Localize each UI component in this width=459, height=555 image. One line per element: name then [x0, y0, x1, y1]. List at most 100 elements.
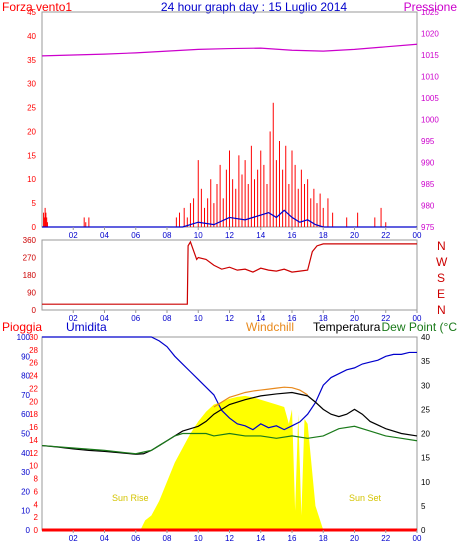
- x-tick-label: 04: [100, 314, 109, 323]
- x-tick-label: 00: [413, 314, 422, 323]
- left-tick-label: 70: [21, 391, 30, 400]
- left-tick-label: 45: [27, 8, 36, 17]
- x-tick-label: 16: [288, 314, 297, 323]
- x-tick-label: 14: [256, 534, 265, 543]
- right-tick-label: 1000: [421, 116, 439, 125]
- x-tick-label: 08: [163, 534, 172, 543]
- compass-label-n-top: N: [437, 239, 446, 253]
- left-tick-label: 100: [17, 333, 31, 342]
- x-tick-label: 16: [288, 231, 297, 240]
- direction-line: [42, 240, 417, 305]
- compass-label-e: E: [437, 287, 445, 301]
- x-tick-label: 00: [413, 534, 422, 543]
- windchill-legend: Windchill: [246, 320, 294, 334]
- left-tick-label: 0: [32, 223, 37, 232]
- x-tick-label: 06: [131, 314, 140, 323]
- solar-area-group: [140, 395, 324, 530]
- dew-point-c-line: [41, 425, 418, 455]
- x-tick-label: 02: [69, 314, 78, 323]
- left-tick-label: 180: [23, 271, 37, 280]
- rain-tick-label: 8: [34, 475, 39, 484]
- sunset-label: Sun Set: [349, 493, 382, 503]
- rain-axis-title: Pioggia: [2, 320, 42, 334]
- left-tick-label: 50: [21, 430, 30, 439]
- x-tick-label: 08: [163, 314, 172, 323]
- x-tick-label: 22: [381, 231, 390, 240]
- right-tick-label: 40: [421, 333, 430, 342]
- left-tick-label: 20: [27, 127, 36, 136]
- rain-tick-label: 12: [29, 449, 38, 458]
- left-tick-label: 30: [21, 468, 30, 477]
- right-tick-label: 1020: [421, 30, 439, 39]
- right-tick-label: 25: [421, 405, 430, 414]
- left-tick-label: 0: [26, 526, 31, 535]
- x-tick-label: 14: [256, 314, 265, 323]
- right-tick-label: 985: [421, 180, 435, 189]
- left-tick-label: 80: [21, 372, 30, 381]
- x-tick-label: 10: [194, 314, 203, 323]
- x-tick-label: 20: [350, 534, 359, 543]
- left-tick-label: 35: [27, 56, 36, 65]
- panel-direction: [41, 239, 418, 311]
- x-tick-label: 08: [163, 231, 172, 240]
- x-tick-label: 02: [69, 231, 78, 240]
- compass-label-w: W: [436, 255, 448, 269]
- left-tick-label: 25: [27, 104, 36, 113]
- x-tick-label: 10: [194, 231, 203, 240]
- rain-tick-label: 30: [29, 333, 38, 342]
- left-tick-label: 5: [32, 199, 37, 208]
- umidita-line: [42, 336, 417, 431]
- rain-tick-label: 22: [29, 384, 38, 393]
- right-tick-label: 990: [421, 159, 435, 168]
- temperature-legend: Temperatura: [313, 320, 381, 334]
- rain-tick-label: 14: [29, 436, 38, 445]
- x-tick-label: 18: [319, 534, 328, 543]
- left-tick-label: 0: [32, 306, 37, 315]
- x-tick-label: 02: [69, 534, 78, 543]
- chart-title: 24 hour graph day : 15 Luglio 2014: [161, 0, 347, 14]
- tick-labels: 02 04 06 08 10 12 14 16 18 20 22 000510152025303540…: [17, 8, 440, 543]
- left-tick-label: 40: [27, 32, 36, 41]
- x-tick-label: 00: [413, 231, 422, 240]
- rain-tick-label: 2: [34, 513, 39, 522]
- right-tick-label: 20: [421, 430, 430, 439]
- x-tick-label: 12: [225, 231, 234, 240]
- left-tick-label: 360: [23, 236, 37, 245]
- right-tick-label: 1025: [421, 8, 439, 17]
- sunrise-label: Sun Rise: [112, 493, 149, 503]
- compass-label-s: S: [437, 271, 445, 285]
- rain-tick-label: 28: [29, 346, 38, 355]
- right-tick-label: 1010: [421, 73, 439, 82]
- left-tick-label: 90: [21, 352, 30, 361]
- wind-axis-title: Forza vento1: [2, 0, 72, 14]
- left-tick-label: 90: [27, 289, 36, 298]
- rain-tick-label: 10: [29, 462, 38, 471]
- left-tick-label: 40: [21, 449, 30, 458]
- right-tick-label: 1015: [421, 51, 439, 60]
- x-tick-label: 10: [194, 534, 203, 543]
- x-tick-label: 12: [225, 534, 234, 543]
- x-tick-label: 06: [131, 231, 140, 240]
- solar-area: [140, 395, 324, 530]
- pressione-line: [41, 43, 418, 57]
- right-tick-label: 5: [421, 502, 426, 511]
- left-tick-label: 15: [27, 151, 36, 160]
- gust-line: [42, 209, 417, 228]
- windchill-line: [213, 386, 308, 408]
- rain-tick-label: 26: [29, 359, 38, 368]
- right-tick-label: 995: [421, 137, 435, 146]
- humidity-axis-title: Umidita: [66, 320, 107, 334]
- right-tick-label: 0: [421, 526, 426, 535]
- x-tick-label: 14: [256, 231, 265, 240]
- x-tick-label: 20: [350, 314, 359, 323]
- right-tick-label: 15: [421, 454, 430, 463]
- pressure-axis-title: Pressione: [404, 0, 458, 14]
- x-tick-label: 20: [350, 231, 359, 240]
- x-tick-label: 22: [381, 534, 390, 543]
- x-tick-label: 18: [319, 231, 328, 240]
- left-tick-label: 10: [21, 507, 30, 516]
- right-tick-label: 10: [421, 478, 430, 487]
- rain-tick-label: 20: [29, 397, 38, 406]
- rain-tick-label: 24: [29, 372, 38, 381]
